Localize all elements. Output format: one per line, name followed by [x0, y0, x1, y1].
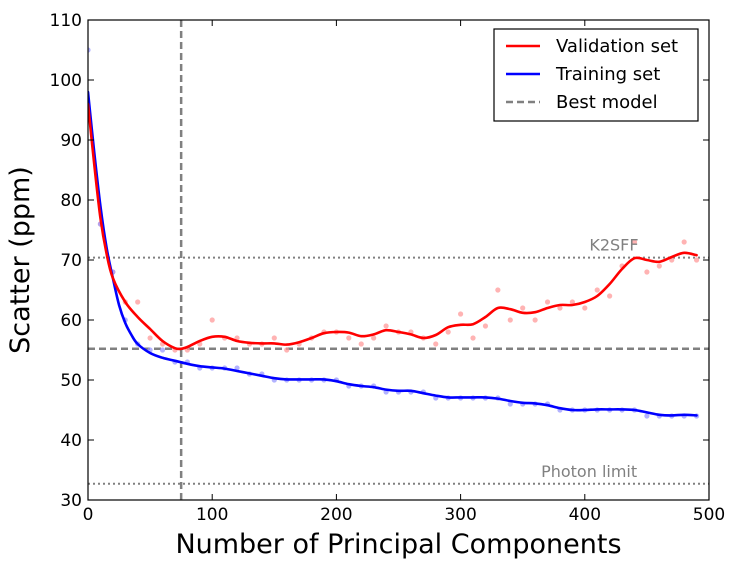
validation-set-point	[383, 323, 389, 329]
x-tick-label: 300	[444, 505, 476, 525]
y-tick-label: 70	[60, 251, 82, 271]
validation-set-point	[346, 335, 352, 341]
validation-set-point	[495, 287, 501, 293]
y-tick-label: 40	[60, 431, 82, 451]
validation-set-point	[371, 335, 377, 341]
training-set-point	[88, 47, 91, 53]
y-tick-label: 100	[50, 71, 82, 91]
legend-label-training-set: Training set	[555, 64, 660, 85]
validation-set-point	[569, 299, 575, 305]
k2sff-label: K2SFF	[589, 236, 638, 255]
training-set-point	[234, 365, 240, 371]
validation-set-point	[693, 257, 700, 263]
y-tick-label: 80	[60, 191, 82, 211]
validation-set-point	[681, 239, 687, 245]
x-tick-label: 400	[569, 505, 601, 525]
axis-ticks: 0 100 200 300 400 500 30 40 50 60 70 80 90 100 110	[50, 11, 726, 525]
validation-set-point	[631, 239, 638, 245]
legend-label-validation-set: Validation set	[556, 36, 678, 57]
x-tick-label: 200	[320, 505, 352, 525]
legend-label-best-model: Best model	[556, 92, 658, 113]
y-tick-label: 30	[60, 491, 82, 511]
validation-set-point	[582, 305, 588, 311]
y-axis-title: Scatter (ppm)	[5, 166, 36, 354]
reference-lines	[88, 20, 709, 500]
validation-set-point	[470, 335, 476, 341]
y-tick-label: 60	[60, 311, 82, 331]
validation-set-point	[135, 299, 141, 305]
x-tick-label: 500	[693, 505, 725, 525]
validation-set-point	[209, 317, 215, 323]
validation-set-line	[88, 102, 698, 351]
y-tick-label: 110	[50, 11, 82, 31]
validation-set-point	[284, 347, 290, 353]
legend: Validation set Training set Best model	[493, 28, 699, 122]
validation-set-point	[271, 335, 277, 341]
photon-limit-label: Photon limit	[541, 462, 637, 481]
plot-area	[88, 20, 709, 500]
validation-set-point	[532, 317, 538, 323]
training-set-point	[507, 401, 513, 407]
x-axis-title: Number of Principal Components	[175, 529, 621, 560]
x-tick-label: 100	[196, 505, 228, 525]
validation-set-point	[607, 293, 613, 299]
reference-labels: K2SFF Photon limit	[541, 236, 638, 481]
validation-set-point	[557, 305, 563, 311]
validation-set-point	[544, 299, 551, 305]
validation-set-point	[482, 323, 489, 329]
validation-set-point	[458, 311, 464, 317]
y-tick-label: 50	[60, 371, 82, 391]
validation-set-point	[147, 335, 153, 341]
validation-set-point	[507, 317, 513, 323]
validation-set-point	[433, 341, 439, 347]
y-tick-label: 90	[60, 131, 82, 151]
validation-set-point	[358, 341, 364, 347]
validation-set-point	[520, 305, 526, 311]
validation-set-point	[656, 263, 662, 269]
training-set-point	[159, 347, 166, 353]
validation-set-point	[445, 329, 451, 335]
validation-set-point	[594, 287, 600, 293]
validation-set-point	[644, 269, 650, 275]
training-set-line	[88, 90, 698, 417]
training-set-point	[644, 413, 650, 419]
x-tick-label: 0	[83, 505, 94, 525]
series-lines	[88, 90, 698, 417]
